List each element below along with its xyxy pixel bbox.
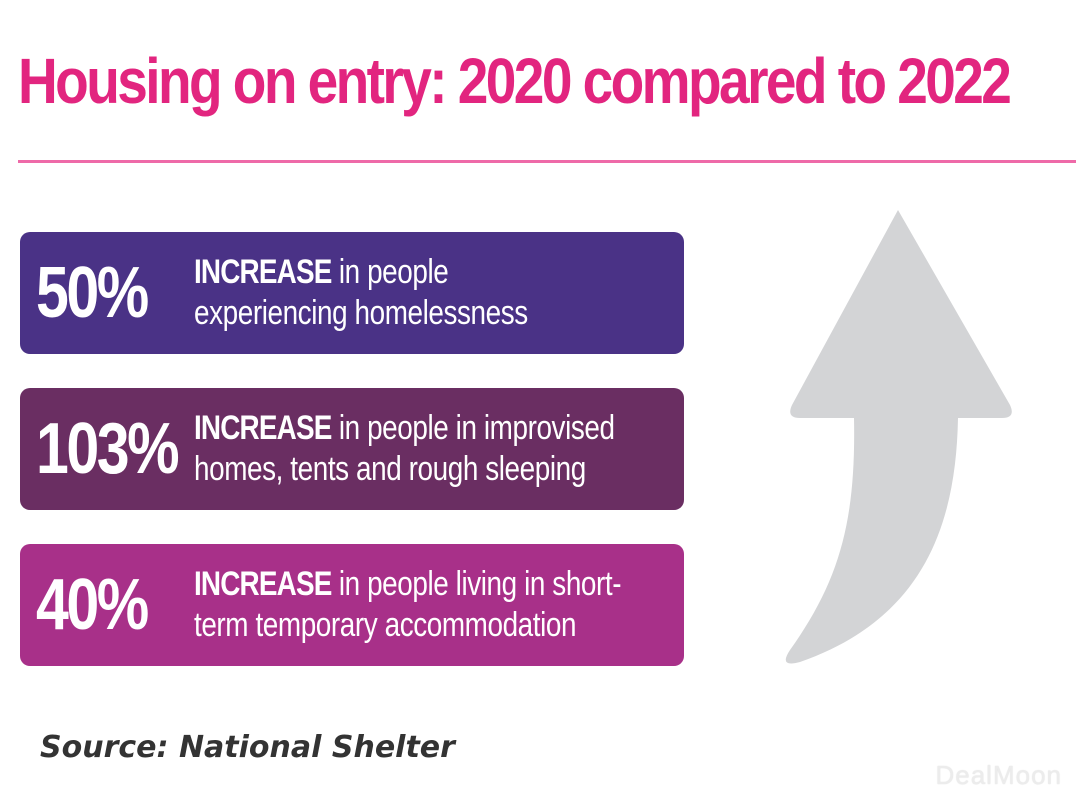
stat-line-1: INCREASE in people [194,252,528,293]
stat-line-2: experiencing homelessness [194,294,528,332]
arrow-shape [785,210,1012,664]
stat-line-1-rest: in people living in short- [331,565,622,603]
stat-value: 40% [36,565,149,645]
stat-card-improvised-homes: 103% INCREASE in people in improvised ho… [20,388,684,510]
stat-value: 103% [36,409,180,489]
stat-card-temporary-accommodation: 40% INCREASE in people living in short- … [20,544,684,666]
up-arrow-icon [785,210,1012,664]
stat-line-1: INCREASE in people in improvised [194,408,615,449]
stat-line-2: term temporary accommodation [194,606,577,644]
stat-keyword: INCREASE [194,409,332,447]
stat-description: INCREASE in people living in short- term… [194,564,622,646]
stat-description: INCREASE in people in improvised homes, … [194,408,615,490]
watermark: DealMoon [935,760,1062,790]
stat-line-1: INCREASE in people living in short- [194,564,622,605]
stat-card-homelessness: 50% INCREASE in people experiencing home… [20,232,684,354]
stat-line-1-rest: in people in improvised [331,409,615,447]
source-credit: Source: National Shelter [40,730,455,765]
stat-keyword: INCREASE [194,565,332,603]
stat-description: INCREASE in people experiencing homeless… [194,252,528,334]
stat-line-2: homes, tents and rough sleeping [194,450,586,488]
page-title: Housing on entry: 2020 compared to 2022 [18,45,1012,117]
stat-keyword: INCREASE [194,253,332,291]
stat-value: 50% [36,253,149,333]
stat-line-1-rest: in people [331,253,449,291]
title-divider [18,160,1076,163]
